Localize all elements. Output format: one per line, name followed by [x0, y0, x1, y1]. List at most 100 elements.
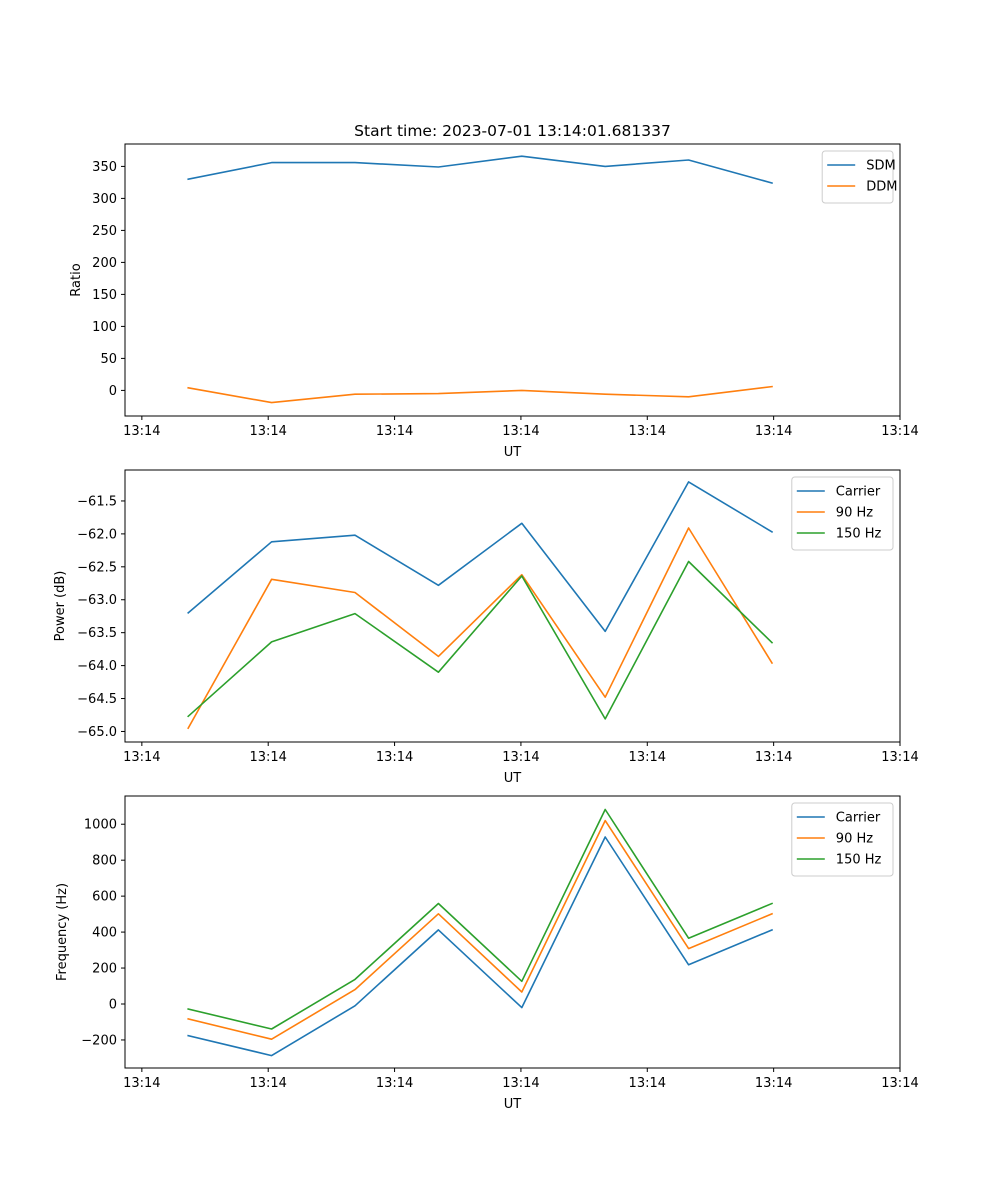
- data-point-ddm: [771, 385, 773, 387]
- legend-box: [821, 150, 894, 204]
- series-line-150-hz: [187, 808, 774, 1030]
- y-tick-label: 0: [109, 384, 117, 399]
- data-point-90-hz: [771, 662, 773, 664]
- data-point-150-hz: [354, 612, 356, 614]
- x-tick-label: 13:14: [881, 750, 918, 765]
- data-point-sdm: [687, 159, 689, 161]
- y-tick-label: −61.5: [77, 494, 117, 509]
- x-tick-label: 13:14: [881, 1076, 918, 1091]
- data-point-150-hz: [521, 575, 523, 577]
- y-axis-label: Power (dB): [53, 571, 68, 642]
- legend: Carrier 90 Hz 150 Hz: [791, 476, 894, 551]
- data-point-ddm: [354, 393, 356, 395]
- data-point-150-hz: [187, 1008, 189, 1010]
- data-point-sdm: [771, 182, 773, 184]
- data-point-carrier: [771, 929, 773, 931]
- y-tick-label: 1000: [84, 818, 117, 833]
- y-tick-label: 300: [92, 192, 117, 207]
- y-tick-label: −64.5: [77, 692, 117, 707]
- y-tick-label: −63.5: [77, 626, 117, 641]
- y-tick-label: −64.0: [77, 659, 117, 674]
- y-tick-label: −63.0: [77, 593, 117, 608]
- x-tick-label: 13:14: [123, 1076, 160, 1091]
- ratio-panel: Start time: 2023-07-01 13:14:01.681337 1…: [69, 122, 919, 460]
- y-tick-label: 0: [109, 998, 117, 1013]
- data-point-sdm: [354, 161, 356, 163]
- data-point-90-hz: [521, 991, 523, 993]
- data-point-150-hz: [187, 715, 189, 717]
- legend: SDM DDM: [821, 150, 897, 204]
- data-point-90-hz: [187, 727, 189, 729]
- data-point-sdm: [270, 161, 272, 163]
- series-line-150-hz: [187, 560, 774, 720]
- data-point-150-hz: [687, 937, 689, 939]
- x-tick-label: 13:14: [629, 424, 666, 439]
- y-tick-label: 150: [92, 288, 117, 303]
- data-point-150-hz: [270, 641, 272, 643]
- series-line-90-hz: [187, 527, 774, 730]
- y-tick-label: 600: [92, 890, 117, 905]
- data-point-ddm: [687, 396, 689, 398]
- y-tick-label: 800: [92, 854, 117, 869]
- data-point-150-hz: [437, 671, 439, 673]
- data-point-150-hz: [270, 1028, 272, 1030]
- y-tick-label: 100: [92, 320, 117, 335]
- x-tick-label: 13:14: [755, 750, 792, 765]
- data-point-carrier: [354, 534, 356, 536]
- legend-label: 150 Hz: [836, 527, 882, 542]
- x-axis-label: UT: [504, 771, 522, 786]
- y-tick-label: 350: [92, 160, 117, 175]
- legend-label: Carrier: [836, 811, 881, 826]
- legend-label: 150 Hz: [836, 853, 882, 868]
- x-tick-label: 13:14: [376, 750, 413, 765]
- x-tick-label: 13:14: [502, 424, 539, 439]
- data-point-ddm: [270, 401, 272, 403]
- plot-frame: [124, 143, 901, 417]
- data-point-90-hz: [354, 591, 356, 593]
- data-point-90-hz: [771, 913, 773, 915]
- y-axis-label: Ratio: [69, 263, 84, 296]
- y-tick-label: −62.0: [77, 527, 117, 542]
- data-point-150-hz: [437, 902, 439, 904]
- x-tick-label: 13:14: [502, 1076, 539, 1091]
- data-point-carrier: [270, 1054, 272, 1056]
- data-point-carrier: [687, 964, 689, 966]
- data-point-90-hz: [437, 655, 439, 657]
- data-point-carrier: [604, 836, 606, 838]
- legend-box: [791, 476, 894, 551]
- data-point-sdm: [437, 166, 439, 168]
- legend-box: [791, 802, 894, 877]
- x-tick-label: 13:14: [629, 1076, 666, 1091]
- x-tick-label: 13:14: [629, 750, 666, 765]
- data-point-ddm: [437, 392, 439, 394]
- x-tick-label: 13:14: [123, 750, 160, 765]
- y-tick-label: −62.5: [77, 560, 117, 575]
- x-tick-label: 13:14: [502, 750, 539, 765]
- x-tick-label: 13:14: [376, 424, 413, 439]
- data-point-ddm: [604, 393, 606, 395]
- data-point-150-hz: [687, 560, 689, 562]
- y-tick-label: 200: [92, 256, 117, 271]
- x-tick-label: 13:14: [249, 424, 286, 439]
- data-point-150-hz: [521, 980, 523, 982]
- frequency-panel: 13:14 13:14 13:14 13:14 13:14 13:14 13:14 −200 0…: [55, 795, 919, 1112]
- x-tick-label: 13:14: [755, 424, 792, 439]
- series-line-ddm: [187, 385, 773, 404]
- data-point-ddm: [187, 387, 189, 389]
- y-tick-label: −65.0: [77, 725, 117, 740]
- power-panel: 13:14 13:14 13:14 13:14 13:14 13:14 13:14 −65.0…: [53, 469, 919, 786]
- data-point-carrier: [771, 531, 773, 533]
- legend-label: DDM: [866, 180, 897, 195]
- x-tick-label: 13:14: [249, 750, 286, 765]
- x-axis-label: UT: [504, 1097, 522, 1112]
- data-point-150-hz: [604, 808, 606, 810]
- data-point-carrier: [687, 481, 689, 483]
- data-point-150-hz: [354, 978, 356, 980]
- data-point-90-hz: [604, 819, 606, 821]
- data-point-carrier: [521, 1006, 523, 1008]
- data-point-carrier: [187, 1034, 189, 1036]
- data-point-carrier: [521, 522, 523, 524]
- series-line-sdm: [187, 155, 773, 184]
- legend: Carrier 90 Hz 150 Hz: [791, 802, 894, 877]
